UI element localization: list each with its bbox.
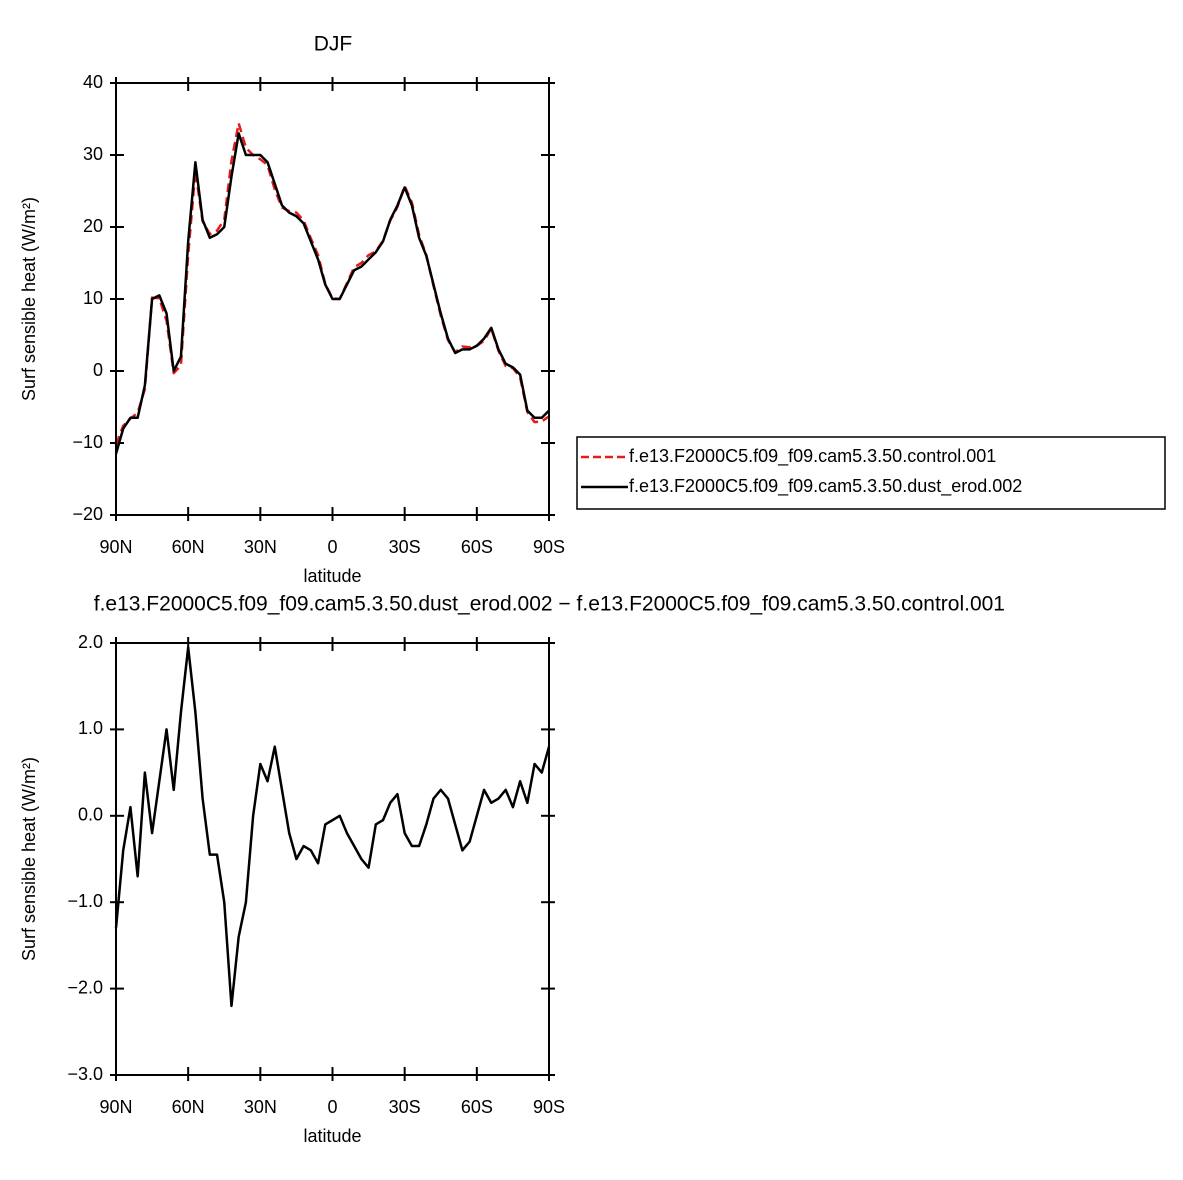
legend-box [576,436,1166,510]
y-tick-label: −1.0 [67,891,103,911]
y-tick-label: −2.0 [67,977,103,997]
data-line [114,122,550,445]
x-tick-label: 60S [461,1097,493,1117]
y-tick-label: 0.0 [78,805,103,825]
y-tick-label: 30 [83,144,103,164]
legend-label: f.e13.F2000C5.f09_f09.cam5.3.50.control.… [629,446,996,467]
x-tick-label: 90N [99,537,132,557]
y-tick-label: 10 [83,288,103,308]
x-axis-label: latitude [303,566,361,586]
y-axis-label: Surf sensible heat (W/m²) [19,197,39,401]
y-tick-label: 40 [83,72,103,92]
x-tick-label: 30S [389,537,421,557]
y-tick-label: 20 [83,216,103,236]
y-axis-label: Surf sensible heat (W/m²) [19,757,39,961]
y-tick-label: 1.0 [78,718,103,738]
x-axis-label: latitude [303,1126,361,1146]
plot-frame [115,82,550,516]
x-tick-label: 90S [533,1097,565,1117]
x-tick-label: 30N [244,1097,277,1117]
y-tick-label: 2.0 [78,632,103,652]
data-line [114,132,550,455]
y-tick-label: −20 [72,504,103,524]
x-tick-label: 30S [389,1097,421,1117]
chart-title: f.e13.F2000C5.f09_f09.cam5.3.50.dust_ero… [94,593,1005,616]
y-tick-label: 0 [93,360,103,380]
y-tick-label: −10 [72,432,103,452]
x-tick-label: 90S [533,537,565,557]
x-tick-label: 0 [327,1097,337,1117]
plot-frame [115,642,550,1076]
x-tick-label: 60S [461,537,493,557]
y-tick-label: −3.0 [67,1064,103,1084]
legend-label: f.e13.F2000C5.f09_f09.cam5.3.50.dust_ero… [629,476,1022,497]
x-tick-label: 60N [172,537,205,557]
x-tick-label: 90N [99,1097,132,1117]
x-tick-label: 30N [244,537,277,557]
x-tick-label: 60N [172,1097,205,1117]
data-line [114,646,551,1008]
chart-title: DJF [314,33,353,56]
x-tick-label: 0 [327,537,337,557]
